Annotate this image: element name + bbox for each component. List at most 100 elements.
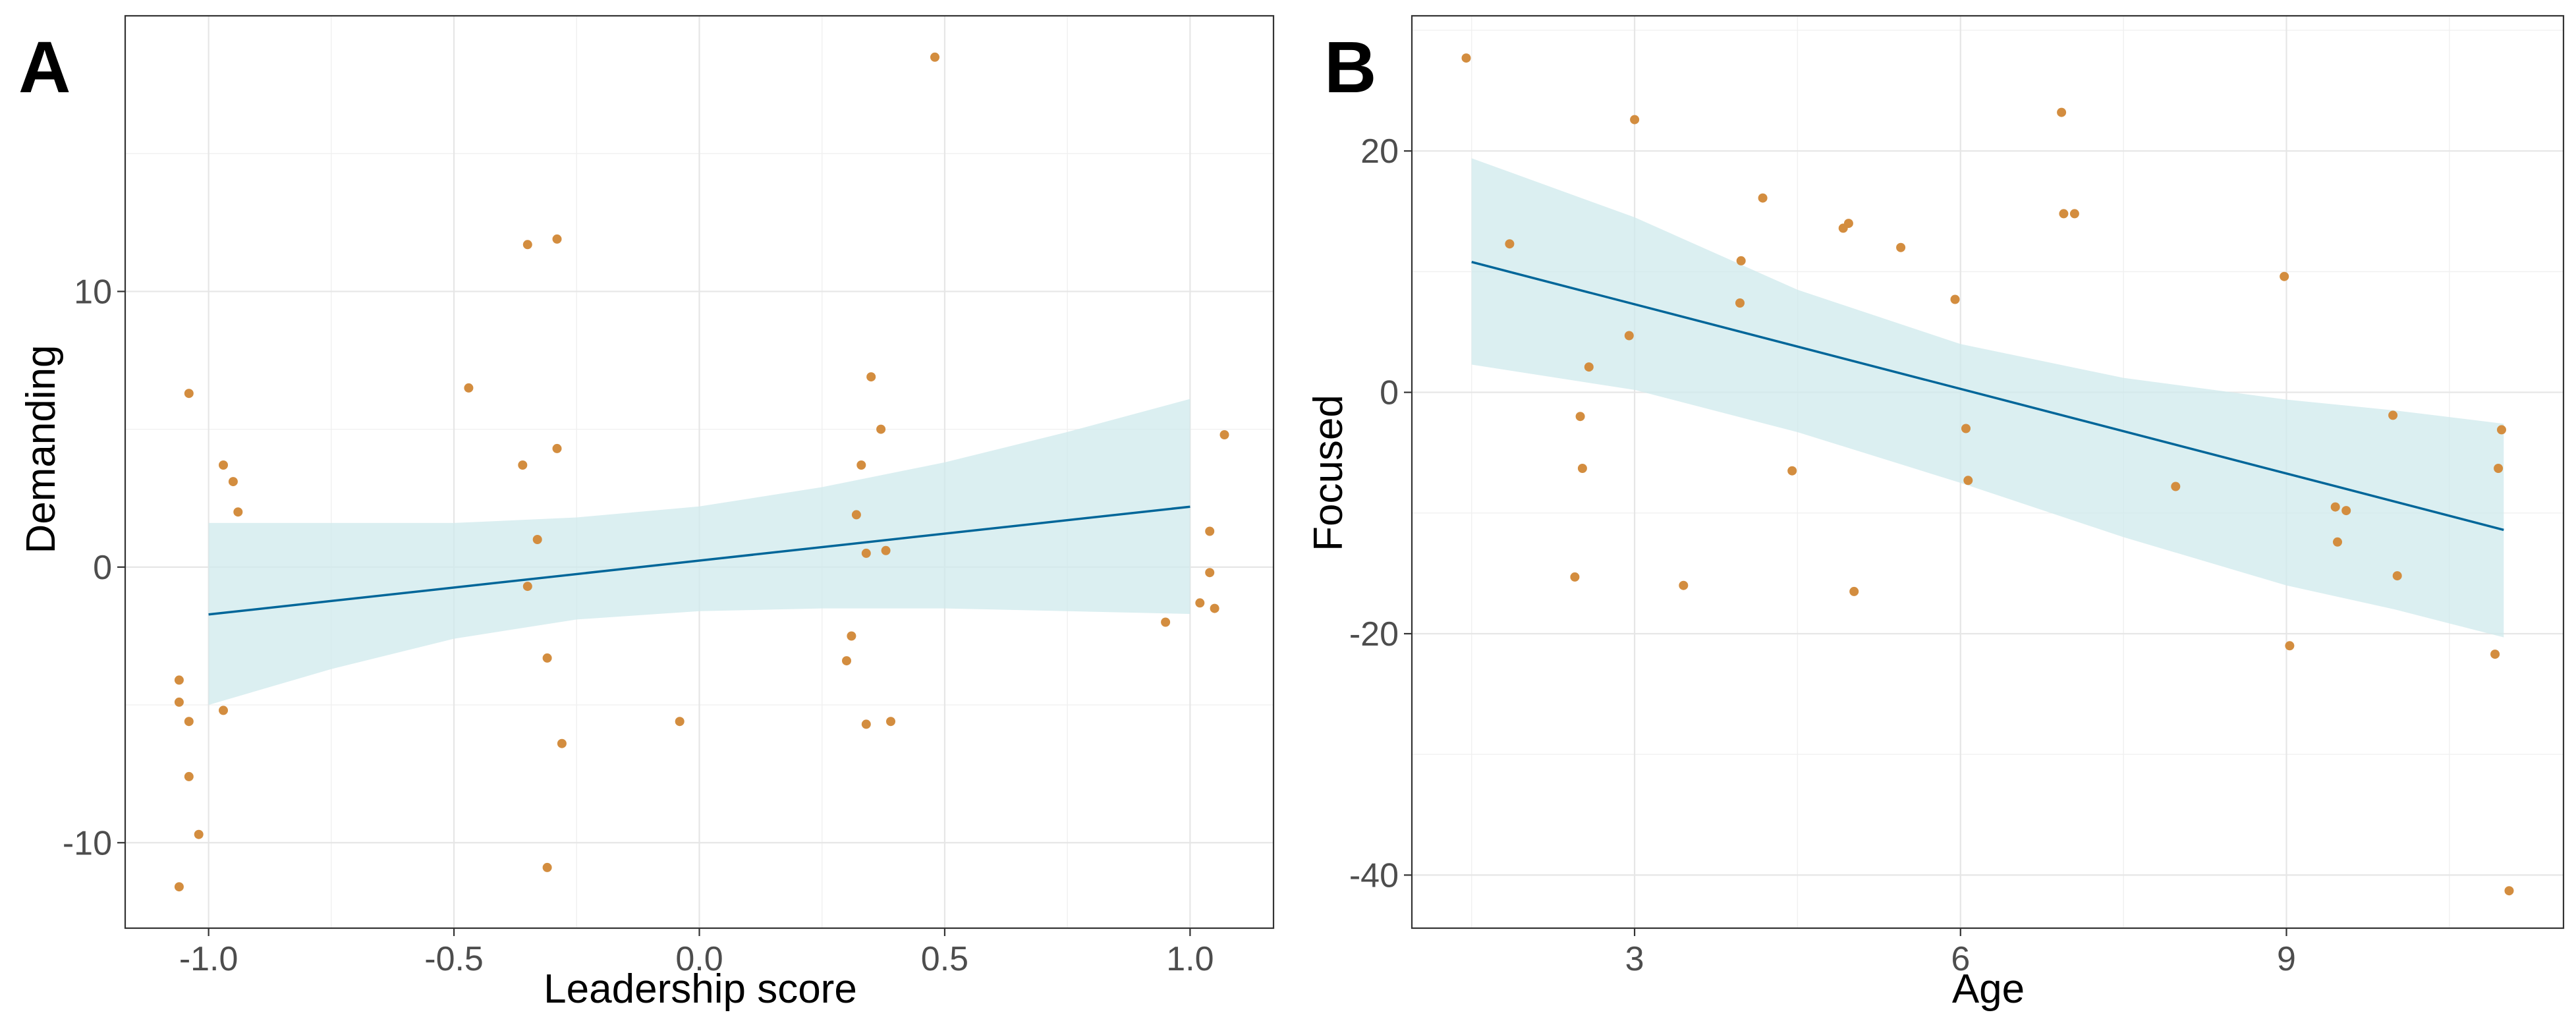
regression-line-b (1471, 261, 2504, 532)
y-tick-label: -40 (1349, 856, 1399, 895)
data-point (532, 535, 542, 544)
data-point (464, 383, 474, 393)
data-point (522, 240, 532, 250)
data-point (184, 717, 194, 727)
data-point (1758, 193, 1768, 203)
data-point (2330, 502, 2340, 512)
data-point (184, 389, 194, 399)
data-point (219, 706, 228, 715)
data-point (675, 717, 685, 727)
data-point (856, 460, 866, 470)
data-point (552, 443, 562, 453)
data-point (1624, 331, 1634, 341)
data-point (2057, 107, 2067, 117)
data-point (847, 631, 856, 641)
confidence-band-a (208, 399, 1190, 706)
y-tick-label: -10 (63, 824, 112, 862)
data-point (1896, 242, 1906, 252)
data-point (542, 862, 552, 872)
data-point (1735, 298, 1745, 308)
x-tick-label: 3 (1625, 940, 1644, 978)
y-tick-label: 0 (93, 549, 112, 587)
data-point (2388, 410, 2398, 420)
data-point (1505, 239, 1515, 249)
x-axis-title-a: Leadership score (544, 966, 857, 1012)
data-point (219, 460, 228, 470)
x-tick-label: -1.0 (179, 940, 238, 978)
confidence-band-b (1471, 158, 2504, 638)
data-point (1963, 476, 1973, 485)
data-point (552, 234, 562, 244)
x-tick-label: 0.5 (921, 940, 968, 978)
data-point (861, 719, 871, 729)
data-point (2069, 209, 2079, 219)
data-point (184, 771, 194, 781)
y-tick-label: 0 (1380, 374, 1399, 412)
y-axis-title-a: Demanding (18, 345, 64, 553)
data-point (1210, 603, 1219, 613)
y-tick-label: -20 (1349, 615, 1399, 653)
panel-label-a: A (18, 27, 70, 108)
panel-b: B 3 6 9 -40 -20 0 20 Age Focused (1306, 14, 2565, 1012)
y-tick-label: 20 (1360, 132, 1399, 171)
panel-a: A -1.0 -0.5 0.0 0.5 1.0 -10 0 10 Leadership sco… (18, 14, 1275, 1012)
data-point (1584, 362, 1594, 372)
data-point (2504, 886, 2514, 896)
ticks-a: -1.0 -0.5 0.0 0.5 1.0 -10 0 10 (63, 273, 1214, 978)
data-point (2497, 425, 2506, 435)
y-tick-label: 10 (74, 273, 112, 311)
data-point (2494, 464, 2504, 473)
data-point (886, 717, 895, 727)
x-tick-label: 0.0 (675, 940, 723, 978)
data-point (2285, 641, 2295, 651)
data-point (1849, 586, 1859, 596)
data-point (1570, 572, 1580, 582)
points-a (174, 52, 1229, 892)
data-point (2333, 537, 2342, 547)
data-point (174, 882, 184, 892)
data-point (881, 545, 891, 555)
data-point (2341, 506, 2351, 516)
data-point (233, 507, 243, 517)
ticks-b: 3 6 9 -40 -20 0 20 (1349, 132, 2296, 978)
y-axis-title-b: Focused (1306, 395, 1351, 551)
x-tick-label: 6 (1951, 940, 1970, 978)
data-point (1630, 115, 1640, 125)
x-tick-label: -0.5 (424, 940, 484, 978)
data-point (174, 697, 184, 707)
data-point (1679, 580, 1689, 590)
data-point (2059, 209, 2069, 219)
data-point (2171, 482, 2181, 491)
points-b (1461, 53, 2514, 896)
data-point (1736, 256, 1746, 265)
data-point (1787, 466, 1797, 476)
data-point (1219, 430, 1229, 439)
data-point (1575, 412, 1585, 422)
data-point (1205, 526, 1215, 536)
data-point (1161, 617, 1171, 627)
data-point (2490, 650, 2500, 659)
data-point (518, 460, 528, 470)
data-point (228, 477, 238, 487)
data-point (851, 510, 861, 520)
data-point (1195, 598, 1205, 608)
x-axis-title-b: Age (1952, 966, 2025, 1012)
data-point (2392, 571, 2402, 581)
x-tick-label: 9 (2277, 940, 2296, 978)
plot-frame-b (1411, 14, 2565, 929)
data-point (1461, 53, 1471, 63)
data-point (1205, 568, 1215, 578)
regression-line-a (208, 505, 1190, 616)
x-tick-label: 1.0 (1166, 940, 1214, 978)
data-point (866, 372, 876, 382)
data-point (174, 675, 184, 685)
data-point (861, 548, 871, 558)
data-point (842, 656, 851, 666)
data-point (930, 52, 939, 62)
data-point (542, 653, 552, 663)
data-point (1577, 464, 1587, 473)
data-point (557, 738, 567, 748)
grid-b (1412, 16, 2563, 928)
panel-label-b: B (1324, 27, 1376, 108)
